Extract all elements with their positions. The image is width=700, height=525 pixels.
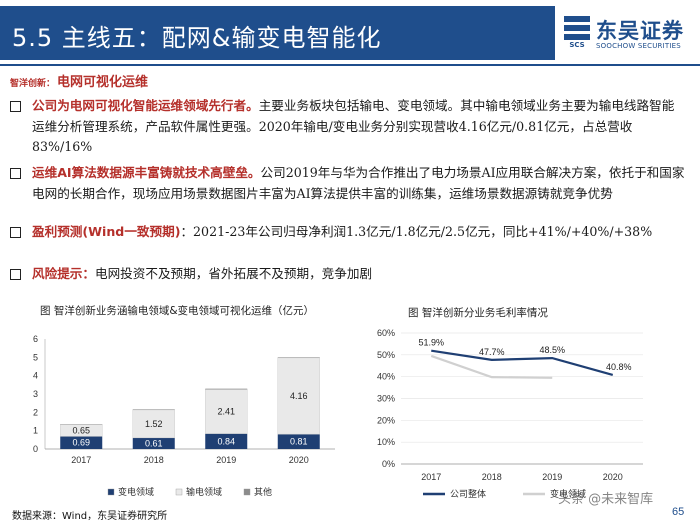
bar-value-label: 0.81 bbox=[290, 437, 308, 447]
bullet-item: 运维AI算法数据源丰富铸就技术高壁垒。公司2019年与华为合作推出了电力场景AI… bbox=[10, 163, 686, 204]
bar-segment bbox=[205, 388, 248, 390]
y-tick-label: 40% bbox=[377, 372, 395, 382]
y-tick-label: 20% bbox=[377, 415, 395, 425]
bullet-highlight: 盈利预测(Wind一致预期) bbox=[32, 224, 181, 239]
x-tick-label: 2020 bbox=[289, 455, 309, 465]
data-label: 40.8% bbox=[606, 362, 632, 372]
bar-segment bbox=[277, 434, 320, 449]
bar-segment bbox=[277, 357, 320, 358]
legend-label: 变电领域 bbox=[118, 486, 154, 497]
bullet-highlight: 运维AI算法数据源丰富铸就技术高壁垒。 bbox=[32, 165, 261, 180]
chart-title: 图 智洋创新业务涵输电领域&变电领域可视化运维（亿元） bbox=[40, 304, 314, 317]
bullet-text: 运维AI算法数据源丰富铸就技术高壁垒。公司2019年与华为合作推出了电力场景AI… bbox=[32, 163, 686, 204]
bullet-text: 公司为电网可视化智能运维领域先行者。主要业务板块包括输电、变电领域。其中输电领域… bbox=[32, 96, 686, 158]
legend-label: 输电领域 bbox=[186, 486, 222, 497]
x-tick-label: 2020 bbox=[603, 472, 623, 482]
bar-segment bbox=[205, 433, 248, 449]
bar-segment bbox=[60, 424, 103, 437]
bullet-item: 公司为电网可视化智能运维领域先行者。主要业务板块包括输电、变电领域。其中输电领域… bbox=[10, 96, 686, 158]
series-line bbox=[431, 349, 614, 376]
watermark: 头条 @未来智库 bbox=[558, 492, 654, 507]
bar-value-label: 0.84 bbox=[217, 436, 235, 446]
bar-value-label: 4.16 bbox=[290, 391, 308, 401]
data-label: 48.5% bbox=[539, 345, 565, 355]
legend-label: 公司整体 bbox=[450, 488, 486, 499]
y-tick-label: 1 bbox=[33, 426, 38, 436]
y-tick-label: 4 bbox=[33, 371, 38, 381]
logo-mark-icon: SCS bbox=[564, 16, 590, 48]
bullet-text: 盈利预测(Wind一致预期)：2021-23年公司归母净利润1.3亿元/1.8亿… bbox=[32, 222, 686, 243]
y-tick-label: 30% bbox=[377, 394, 395, 404]
page-title: 5.5 主线五：配网&输变电智能化 bbox=[12, 24, 382, 52]
logo-text-en: SOOCHOW SECURITIES bbox=[596, 42, 681, 50]
data-label: 47.7% bbox=[479, 347, 505, 357]
y-tick-label: 0% bbox=[382, 459, 395, 469]
header: 5.5 主线五：配网&输变电智能化 SCS 东吴证券 SOOCHOW SECUR… bbox=[0, 0, 700, 62]
y-tick-label: 0 bbox=[33, 444, 38, 454]
y-tick-label: 3 bbox=[33, 389, 38, 399]
bullet-body: 主要业务板块包括输电、变电领域。其中输电领域业务主要为输电线路智能运维分析管理系… bbox=[32, 98, 675, 154]
bullet-text: 风险提示：电网投资不及预期，省外拓展不及预期，竞争加剧 bbox=[32, 264, 686, 285]
x-tick-label: 2017 bbox=[71, 455, 91, 465]
brand-logo: SCS 东吴证券 SOOCHOW SECURITIES bbox=[562, 14, 696, 58]
y-tick-label: 60% bbox=[377, 328, 395, 338]
x-tick-label: 2018 bbox=[482, 472, 502, 482]
bullet-body: 公司2019年与华为合作推出了电力场景AI应用联合解决方案，依托于和国家电网的长… bbox=[32, 165, 685, 201]
bullet-body: ：2021-23年公司归母净利润1.3亿元/1.8亿元/2.5亿元，同比+41%… bbox=[180, 224, 653, 239]
logo-text-cn: 东吴证券 bbox=[596, 19, 684, 43]
bullet-item: 盈利预测(Wind一致预期)：2021-23年公司归母净利润1.3亿元/1.8亿… bbox=[10, 222, 686, 243]
bar-segment bbox=[132, 409, 175, 439]
margin-line-chart: 图 智洋创新分业务毛利率情况 0% 10% 20% 30% 40% 50% 60% 2017 20… bbox=[377, 306, 643, 499]
x-tick-label: 2019 bbox=[542, 472, 562, 482]
bar-segment bbox=[60, 436, 103, 449]
bar-value-label: 2.41 bbox=[217, 407, 235, 417]
page-number: 65 bbox=[672, 506, 685, 518]
y-tick-label: 2 bbox=[33, 407, 38, 417]
subtitle-label: 智洋创新： bbox=[10, 78, 56, 88]
series-line bbox=[430, 354, 553, 379]
y-tick-label: 10% bbox=[377, 437, 395, 447]
bar-segment bbox=[277, 357, 320, 435]
data-label: 51.9% bbox=[418, 338, 444, 348]
bullet-highlight: 公司为电网可视化智能运维领域先行者。 bbox=[32, 98, 259, 113]
bar-segment bbox=[205, 389, 248, 434]
bullet-body: 电网投资不及预期，省外拓展不及预期，竞争加剧 bbox=[94, 266, 373, 281]
legend-swatch bbox=[243, 488, 251, 496]
x-tick-label: 2019 bbox=[216, 455, 236, 465]
legend-label: 变电领域 bbox=[550, 488, 586, 499]
y-tick-label: 6 bbox=[33, 334, 38, 344]
legend-swatch bbox=[107, 488, 115, 496]
legend-label: 其他 bbox=[254, 486, 272, 497]
bar-value-label: 0.65 bbox=[72, 425, 90, 435]
x-tick-label: 2017 bbox=[421, 472, 441, 482]
bar-value-label: 0.69 bbox=[72, 438, 90, 448]
y-tick-label: 50% bbox=[377, 350, 395, 360]
bullet-item: 风险提示：电网投资不及预期，省外拓展不及预期，竞争加剧 bbox=[10, 264, 686, 285]
checkbox-bullet-icon bbox=[10, 168, 21, 179]
bullet-highlight: 风险提示： bbox=[32, 266, 95, 281]
source-note: 数据来源：Wind，东吴证券研究所 bbox=[12, 511, 168, 522]
header-rule bbox=[0, 64, 700, 66]
checkbox-bullet-icon bbox=[10, 269, 21, 280]
revenue-bar-chart: 图 智洋创新业务涵输电领域&变电领域可视化运维（亿元） 0 1 2 3 4 5 6 0.69 0.… bbox=[33, 304, 335, 497]
bar-value-label: 0.61 bbox=[145, 438, 163, 448]
checkbox-bullet-icon bbox=[10, 227, 21, 238]
chart-title: 图 智洋创新分业务毛利率情况 bbox=[408, 306, 548, 319]
subtitle-value: 电网可视化运维 bbox=[57, 75, 149, 90]
x-tick-label: 2018 bbox=[144, 455, 164, 465]
bar-segment bbox=[132, 437, 175, 449]
title-bar: 5.5 主线五：配网&输变电智能化 bbox=[0, 6, 555, 60]
bar-segment bbox=[132, 409, 175, 410]
svg-text:SCS: SCS bbox=[569, 41, 584, 48]
section-subtitle: 智洋创新： 电网可视化运维 bbox=[10, 71, 148, 90]
y-tick-label: 5 bbox=[33, 352, 38, 362]
checkbox-bullet-icon bbox=[10, 101, 21, 112]
legend-swatch bbox=[175, 488, 183, 496]
bar-value-label: 1.52 bbox=[145, 419, 163, 429]
